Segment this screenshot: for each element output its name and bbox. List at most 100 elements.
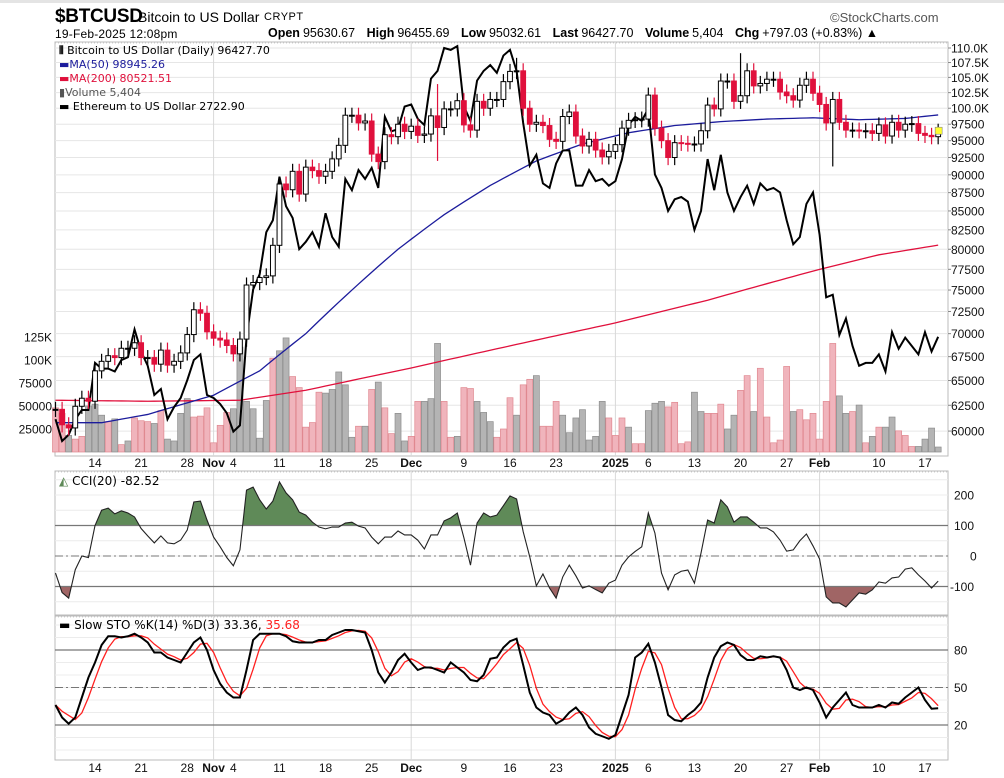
legend-ma50: ▬MA(50) 98945.26: [59, 58, 165, 71]
candle: [355, 107, 362, 131]
candle: [309, 159, 316, 179]
exchange-label: CRYPT: [264, 11, 304, 23]
volume-bar: [888, 416, 896, 453]
candle: [296, 163, 303, 202]
price-axis-label: 87500: [951, 186, 985, 200]
legend-sto: ▬ Slow STO %K(14) %D(3) 33.36, 35.68: [59, 619, 300, 632]
legend-sto-d: 35.68: [265, 618, 300, 632]
price-axis-label: 77500: [951, 263, 985, 277]
volume-bar: [750, 411, 758, 453]
volume-label: Volume: [644, 26, 690, 40]
candle: [513, 57, 520, 80]
copyright-link[interactable]: ©StockCharts.com: [830, 10, 939, 25]
x-axis-label-top: 25: [365, 456, 379, 470]
volume-bar: [691, 391, 698, 453]
candle-body: [770, 78, 777, 81]
candle-body: [230, 345, 237, 355]
volume-bar: [381, 407, 389, 453]
volume-axis-label: 125K: [24, 331, 52, 345]
volume-bar: [901, 435, 909, 453]
x-axis-label-top: 21: [134, 456, 148, 470]
candle: [915, 116, 922, 142]
candle: [237, 331, 243, 362]
volume-bar: [289, 376, 296, 453]
volume-bar: [618, 417, 626, 453]
candle: [171, 353, 177, 373]
candle: [658, 120, 665, 149]
candle: [223, 332, 230, 354]
price-axis-label: 95000: [951, 134, 985, 148]
candle: [276, 176, 283, 253]
candle: [559, 108, 566, 149]
volume-bar: [131, 417, 138, 453]
volume-bar: [809, 413, 817, 453]
candle-body: [355, 114, 362, 124]
volume-bar: [631, 443, 639, 453]
price-axis-label: 60000: [951, 425, 985, 439]
x-axis-label-top: Dec: [400, 456, 422, 470]
volume-bar: [183, 398, 191, 453]
candle: [474, 93, 480, 138]
candle-body: [862, 130, 869, 133]
candle-body: [645, 94, 652, 120]
volume-bar: [783, 366, 791, 453]
candle: [441, 101, 448, 136]
candle: [691, 136, 698, 152]
candle: [283, 176, 289, 198]
volume-bar: [598, 401, 606, 453]
volume-bar: [855, 404, 863, 453]
x-axis-label-bottom: 23: [549, 761, 563, 775]
low-label: Low: [460, 26, 486, 40]
candle: [447, 101, 454, 117]
bar-chart-icon: ▮: [59, 86, 66, 99]
candle: [546, 117, 553, 147]
candle-body: [829, 98, 836, 124]
candle-body: [698, 130, 704, 145]
candle: [421, 126, 428, 143]
candle: [744, 63, 751, 104]
volume-bar: [124, 440, 132, 453]
candle: [256, 269, 263, 291]
candle: [65, 417, 72, 436]
volume-bar: [579, 409, 586, 453]
x-axis-label-bottom: 21: [134, 761, 148, 775]
candle-body: [105, 355, 112, 362]
legend-sto-text: Slow STO %K(14) %D(3) 33.36,: [74, 618, 262, 632]
candle: [375, 146, 382, 170]
volume-bar: [776, 439, 784, 453]
volume-bar: [453, 436, 461, 453]
candle-body: [302, 166, 309, 195]
volume-bar: [895, 430, 902, 453]
x-axis-label-bottom: 17: [918, 761, 932, 775]
cci-axis-label: 0: [970, 550, 977, 564]
candle-body: [823, 103, 830, 124]
legend-volume: ▮Volume 5,404: [59, 86, 141, 99]
area-chart-icon: ◭: [59, 474, 69, 488]
candle: [908, 116, 915, 132]
candle-body: [434, 115, 441, 128]
candle: [388, 127, 395, 145]
volume-bar: [322, 392, 329, 453]
x-axis-label-bottom: 14: [88, 761, 102, 775]
candle-body: [619, 127, 625, 146]
volume-bar: [829, 343, 837, 453]
candle-body: [256, 277, 263, 284]
candle: [717, 73, 724, 117]
candle: [645, 87, 652, 127]
candle-body: [263, 275, 270, 279]
volume-bar: [374, 381, 382, 453]
candle: [362, 113, 368, 131]
candle: [704, 97, 711, 139]
volume-bar: [335, 371, 343, 453]
volume-bar: [144, 421, 152, 453]
candle: [684, 135, 691, 152]
candle-body: [605, 150, 612, 158]
candle: [507, 63, 513, 90]
volume-bar: [605, 417, 613, 453]
candle-body: [217, 337, 224, 341]
candle-body: [533, 121, 540, 125]
volume-bar: [177, 413, 185, 453]
candle-body: [856, 129, 863, 132]
volume-bar: [401, 440, 408, 453]
